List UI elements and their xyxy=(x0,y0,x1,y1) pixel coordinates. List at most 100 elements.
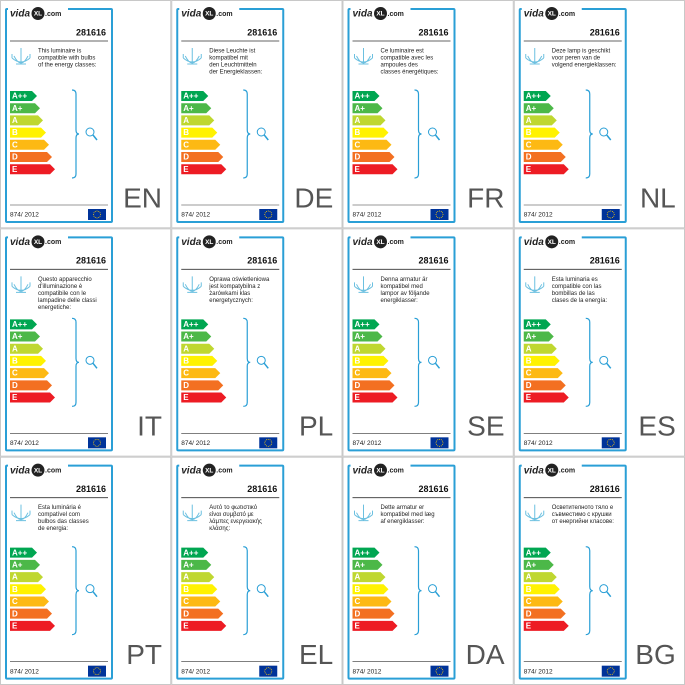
energy-arrow xyxy=(10,355,46,366)
energy-arrow xyxy=(181,392,227,403)
eu-star xyxy=(100,214,101,215)
energy-class: A xyxy=(355,344,361,353)
energy-class: D xyxy=(526,381,532,390)
eu-star xyxy=(612,673,613,675)
eu-star xyxy=(93,214,94,215)
bracket xyxy=(243,546,251,636)
eu-star xyxy=(442,672,444,674)
energy-arrow xyxy=(523,139,563,150)
eu-star xyxy=(100,670,101,672)
energy-class: B xyxy=(355,585,361,594)
description-line: volgend energieklassen: xyxy=(552,63,617,69)
label-cell: vida XL .com 281616 This luminaire iscompati… xyxy=(0,0,172,229)
description-line: energiklasser: xyxy=(381,298,419,304)
eu-star xyxy=(435,214,437,215)
bulb-icon xyxy=(428,127,437,137)
energy-arrow xyxy=(352,620,398,631)
energy-arrow xyxy=(181,331,212,342)
energy-class: A++ xyxy=(355,548,370,557)
bulb-icon xyxy=(599,355,609,365)
energy-class: A+ xyxy=(526,560,537,569)
logo-left: vida xyxy=(10,465,30,476)
description-line: ampoules des xyxy=(381,63,418,69)
logo-mark: XL xyxy=(205,239,213,246)
logo-circle xyxy=(202,7,216,20)
logo-right: .com xyxy=(559,239,575,246)
label-cell: vida XL .com 281616 Осветителното тяло есъвм… xyxy=(513,456,685,685)
logo-right: .com xyxy=(559,468,575,475)
bulb-icon xyxy=(256,127,266,137)
description-line: от енергийни класове: xyxy=(552,518,615,525)
label-cell: vida XL .com 281616 Esta luminaria escompati… xyxy=(513,228,685,457)
energy-class: E xyxy=(183,621,189,630)
logo-left: vida xyxy=(181,465,201,476)
language-code: DE xyxy=(294,182,333,213)
eu-star xyxy=(269,667,271,669)
eu-star xyxy=(437,667,439,669)
eu-star xyxy=(266,445,267,447)
eu-star xyxy=(607,440,609,442)
description-line: Осветителното тяло е xyxy=(552,505,614,511)
eu-star xyxy=(439,445,440,447)
energy-class: C xyxy=(526,369,532,378)
eu-star xyxy=(612,439,613,441)
eu-star xyxy=(613,212,615,214)
energy-class: B xyxy=(12,128,18,137)
eu-star xyxy=(606,670,608,672)
logo-right: .com xyxy=(388,468,404,475)
energy-arrow xyxy=(181,152,224,162)
energy-arrow xyxy=(523,355,560,366)
eu-star xyxy=(98,439,100,441)
eu-star xyxy=(440,439,442,441)
eu-star xyxy=(98,217,100,219)
energy-arrow xyxy=(523,331,554,342)
energy-arrow xyxy=(181,343,215,354)
product-number: 281616 xyxy=(247,27,277,37)
product-number: 281616 xyxy=(590,256,620,266)
energy-class: B xyxy=(355,128,361,137)
bracket xyxy=(71,546,80,636)
eu-star xyxy=(440,210,442,212)
description-line: d'illuminazione è xyxy=(38,284,83,290)
language-code: BG xyxy=(635,639,675,670)
regulation: 874/ 2012 xyxy=(10,440,39,447)
product-number: 281616 xyxy=(418,256,448,266)
eu-star xyxy=(613,670,615,672)
description-line: είναι συμβατό με xyxy=(209,511,254,518)
description-line: Dette armatur er xyxy=(381,505,425,511)
eu-star xyxy=(439,674,440,676)
eu-star xyxy=(440,445,442,447)
energy-arrow xyxy=(10,620,55,631)
energy-class: C xyxy=(355,369,361,378)
product-number: 281616 xyxy=(590,484,620,494)
eu-star xyxy=(613,668,615,670)
eu-star xyxy=(607,668,609,670)
eu-star xyxy=(267,445,269,447)
regulation: 874/ 2012 xyxy=(10,212,39,219)
energy-arrow xyxy=(523,380,566,391)
chandelier-icon xyxy=(182,276,202,293)
eu-star xyxy=(267,210,269,212)
eu-flag xyxy=(601,665,620,677)
bracket xyxy=(414,89,422,179)
eu-star xyxy=(439,438,440,440)
logo-left: vida xyxy=(181,9,201,20)
energy-class: D xyxy=(355,153,361,162)
eu-star xyxy=(607,212,609,214)
bulb-base xyxy=(434,362,441,369)
energy-arrow xyxy=(10,343,43,354)
product-number: 281616 xyxy=(418,484,448,494)
eu-star xyxy=(270,215,272,217)
eu-star xyxy=(98,667,100,669)
energy-arrow xyxy=(10,547,37,558)
eu-star xyxy=(442,215,444,217)
energy-class: E xyxy=(12,165,18,174)
energy-class: A xyxy=(183,344,189,353)
bulb-base xyxy=(92,362,98,369)
eu-star xyxy=(267,667,269,669)
eu-star xyxy=(266,439,267,441)
eu-star xyxy=(98,210,100,212)
energy-class: C xyxy=(12,369,18,378)
description-line: bulbos das classes xyxy=(38,519,89,525)
bulb-base xyxy=(263,362,269,369)
